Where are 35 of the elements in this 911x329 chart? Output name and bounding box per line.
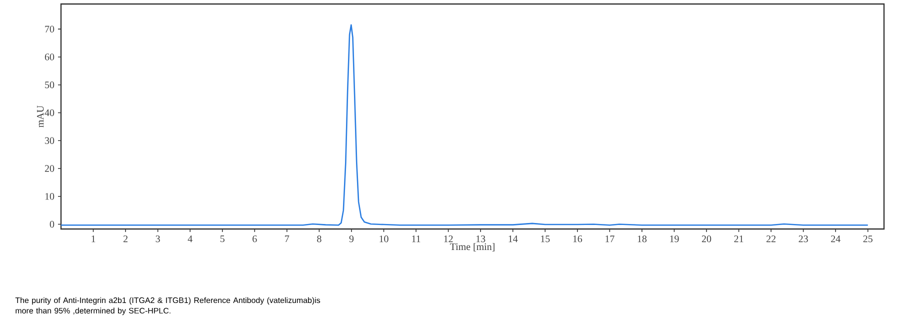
- x-tick-label: 1: [92, 236, 96, 242]
- y-axis-title: mAU: [37, 106, 44, 128]
- x-tick-label: 2: [124, 236, 128, 242]
- y-tick-label: 30: [45, 137, 54, 144]
- y-tick-label: 50: [45, 81, 54, 88]
- x-tick-label: 24: [831, 236, 840, 242]
- x-tick-label: 14: [508, 236, 518, 242]
- y-tick-label: 70: [45, 26, 54, 32]
- x-tick-label: 16: [573, 236, 582, 242]
- x-tick-label: 7: [285, 236, 290, 242]
- y-tick-label: 20: [44, 165, 54, 172]
- x-tick-label: 12: [444, 236, 453, 242]
- x-tick-label: 8: [317, 236, 322, 242]
- y-tick-label: 10: [45, 193, 54, 200]
- x-tick-label: 17: [606, 236, 614, 242]
- y-tick-label: 60: [44, 54, 54, 60]
- x-tick-label: 23: [798, 236, 808, 242]
- y-tick-label: 40: [44, 109, 54, 116]
- x-tick-label: 9: [349, 236, 354, 242]
- y-tick-label: 0: [50, 220, 54, 228]
- x-tick-label: 10: [380, 236, 388, 242]
- x-tick-label: 6: [252, 236, 257, 242]
- x-tick-label: 20: [702, 236, 712, 242]
- x-tick-label: 13: [476, 236, 486, 242]
- x-tick-label: 4: [188, 236, 192, 242]
- x-tick-label: 11: [412, 236, 420, 242]
- x-tick-label: 19: [670, 236, 679, 242]
- x-tick-label: 25: [863, 236, 872, 242]
- x-tick-label: 15: [541, 236, 550, 242]
- x-tick-label: 5: [220, 236, 224, 242]
- x-axis-title: Time [min]: [450, 243, 494, 252]
- x-tick-label: 22: [766, 236, 776, 242]
- x-tick-label: 3: [156, 236, 160, 242]
- x-tick-label: 18: [638, 236, 647, 242]
- x-tick-label: 21: [734, 236, 744, 242]
